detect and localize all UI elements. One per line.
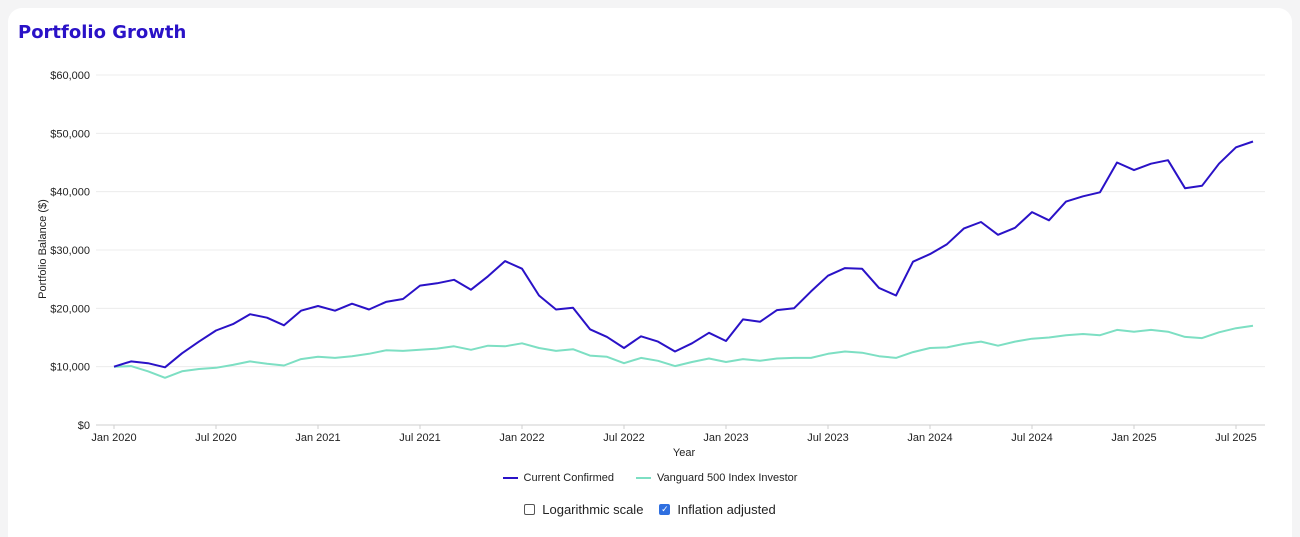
x-tick-label: Jul 2025 xyxy=(1215,432,1257,444)
legend-label: Vanguard 500 Index Investor xyxy=(657,472,798,484)
y-tick-label: $20,000 xyxy=(50,303,90,315)
x-tick-label: Jul 2020 xyxy=(195,432,237,444)
y-tick-label: $10,000 xyxy=(50,362,90,374)
chart-card xyxy=(8,8,1292,537)
log-scale-checkbox[interactable] xyxy=(524,504,536,515)
x-axis: Jan 2020 Jul 2020 Jan 2021 Jul 2021 Jan 2022… xyxy=(91,425,1257,444)
x-tick-label: Jul 2021 xyxy=(399,432,441,444)
x-tick-label: Jan 2021 xyxy=(295,432,340,444)
x-tick-label: Jan 2024 xyxy=(907,432,952,444)
legend-item-current-confirmed[interactable]: Current Confirmed xyxy=(502,472,615,484)
y-axis: $0 $10,000 $20,000 $30,000 $40,000 $50,000 $60… xyxy=(50,70,90,432)
portfolio-growth-chart: $0 $10,000 $20,000 $30,000 $40,000 $50,000 $60… xyxy=(37,70,1265,459)
series-line-vanguard-500 xyxy=(113,324,1254,379)
legend-label: Current Confirmed xyxy=(523,472,615,484)
y-tick-label: $40,000 xyxy=(50,187,90,199)
legend: Current Confirmed Vanguard 500 Index Inv… xyxy=(0,472,1300,484)
x-tick-label: Jul 2024 xyxy=(1011,432,1053,444)
log-scale-toggle[interactable]: Logarithmic scale xyxy=(524,502,643,517)
y-tick-label: $60,000 xyxy=(50,70,90,82)
checkmark-icon: ✓ xyxy=(661,504,669,514)
y-tick-label: $0 xyxy=(78,420,90,432)
x-tick-label: Jul 2023 xyxy=(807,432,849,444)
chart-controls: Logarithmic scale ✓ Inflation adjusted xyxy=(0,502,1300,517)
x-tick-label: Jan 2025 xyxy=(1111,432,1156,444)
inflation-adjusted-checkbox[interactable]: ✓ xyxy=(659,504,671,515)
page-title: Portfolio Growth xyxy=(18,22,187,43)
legend-item-vanguard-500[interactable]: Vanguard 500 Index Investor xyxy=(636,472,797,484)
series-line-current-confirmed xyxy=(113,140,1254,369)
grid-layer xyxy=(96,74,1265,426)
y-axis-title: Portfolio Balance ($) xyxy=(37,199,49,299)
legend-swatch-vanguard-500 xyxy=(636,477,652,479)
x-axis-title: Year xyxy=(673,447,696,459)
legend-swatch-current-confirmed xyxy=(502,477,518,479)
log-scale-label: Logarithmic scale xyxy=(542,502,644,517)
x-tick-label: Jan 2022 xyxy=(499,432,544,444)
inflation-adjusted-toggle[interactable]: ✓ Inflation adjusted xyxy=(659,502,776,517)
x-tick-label: Jan 2020 xyxy=(91,432,136,444)
series-layer xyxy=(113,140,1254,379)
x-tick-label: Jul 2022 xyxy=(603,432,645,444)
y-tick-label: $50,000 xyxy=(50,128,90,140)
inflation-adjusted-label: Inflation adjusted xyxy=(677,502,776,517)
y-tick-label: $30,000 xyxy=(50,245,90,257)
x-tick-label: Jan 2023 xyxy=(703,432,748,444)
